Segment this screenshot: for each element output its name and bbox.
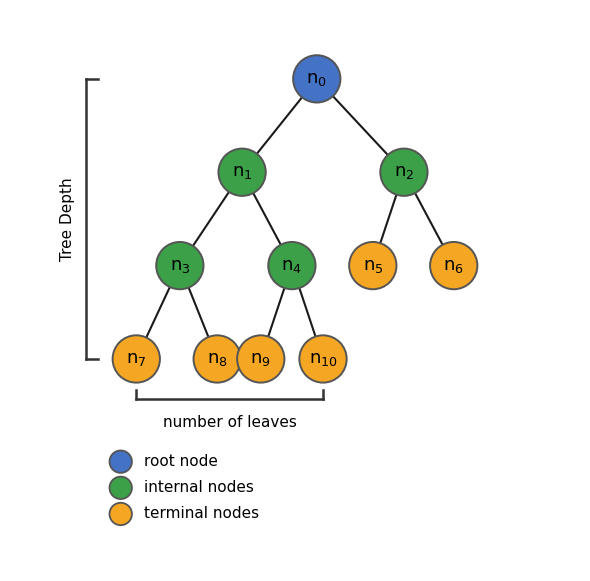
Circle shape — [110, 450, 132, 473]
Text: $\mathrm{n}_{0}$: $\mathrm{n}_{0}$ — [306, 70, 327, 88]
Circle shape — [299, 335, 347, 383]
Circle shape — [430, 242, 477, 289]
Text: $\mathrm{n}_{4}$: $\mathrm{n}_{4}$ — [281, 257, 302, 275]
Text: $\mathrm{n}_{2}$: $\mathrm{n}_{2}$ — [394, 163, 414, 181]
Text: Tree Depth: Tree Depth — [60, 177, 76, 261]
Text: root node: root node — [145, 454, 218, 469]
Circle shape — [194, 335, 241, 383]
Text: $\mathrm{n}_{7}$: $\mathrm{n}_{7}$ — [126, 350, 146, 368]
Circle shape — [349, 242, 396, 289]
Circle shape — [293, 55, 340, 102]
Circle shape — [110, 503, 132, 525]
Circle shape — [268, 242, 316, 289]
Circle shape — [381, 149, 428, 196]
Text: number of leaves: number of leaves — [163, 415, 297, 430]
Circle shape — [110, 476, 132, 499]
Text: $\mathrm{n}_{1}$: $\mathrm{n}_{1}$ — [232, 163, 253, 181]
Text: terminal nodes: terminal nodes — [145, 507, 260, 522]
Text: $\mathrm{n}_{5}$: $\mathrm{n}_{5}$ — [362, 257, 383, 275]
Circle shape — [156, 242, 204, 289]
Text: internal nodes: internal nodes — [145, 480, 254, 496]
Text: $\mathrm{n}_{3}$: $\mathrm{n}_{3}$ — [169, 257, 190, 275]
Text: $\mathrm{n}_{10}$: $\mathrm{n}_{10}$ — [309, 350, 337, 368]
Text: $\mathrm{n}_{9}$: $\mathrm{n}_{9}$ — [250, 350, 271, 368]
Circle shape — [218, 149, 266, 196]
Circle shape — [113, 335, 160, 383]
Text: $\mathrm{n}_{6}$: $\mathrm{n}_{6}$ — [443, 257, 464, 275]
Circle shape — [237, 335, 284, 383]
Text: $\mathrm{n}_{8}$: $\mathrm{n}_{8}$ — [207, 350, 228, 368]
